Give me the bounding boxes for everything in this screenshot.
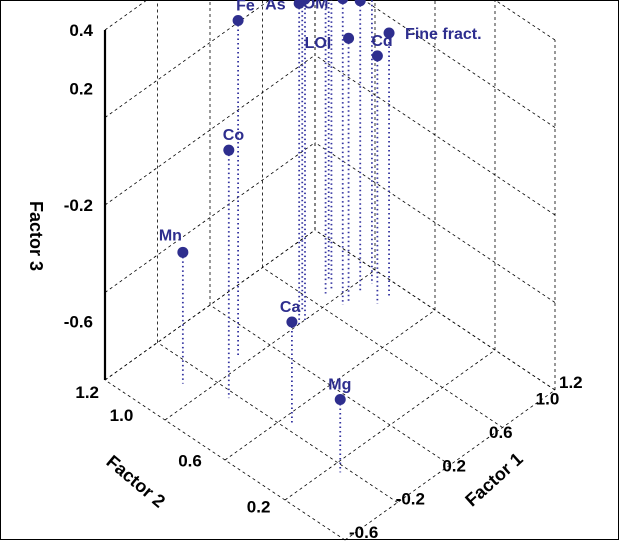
point-label-fe: Fe — [236, 0, 255, 15]
x-tick-label: -0.6 — [349, 523, 378, 542]
floor-gridline — [157, 342, 398, 503]
data-points — [177, 0, 395, 405]
point-label-co: Co — [223, 127, 245, 144]
point-label-loi: LOI — [305, 35, 332, 52]
point-label-as: As — [265, 0, 286, 13]
back-wall-gridline — [104, 0, 271, 118]
point-al — [354, 0, 366, 7]
point-label-fine-fract-: Fine fract. — [405, 26, 481, 43]
floor-gridline — [164, 269, 376, 421]
point-mg — [334, 393, 346, 405]
tick-labels: -0.6-0.20.20.4-0.20.20.61.01.2-0.6-0.20.… — [64, 21, 583, 542]
x-tick-label: 0.6 — [489, 423, 513, 442]
point-fine-fract- — [383, 27, 395, 39]
z-tick-label: -0.2 — [64, 196, 93, 215]
point-label-cd: Cd — [371, 33, 392, 50]
y-tick-label: 1.0 — [110, 406, 134, 425]
x-tick-label: -0.2 — [396, 490, 425, 509]
point-label-ca: Ca — [280, 299, 301, 316]
back-wall-gridline — [104, 0, 148, 31]
side-wall-gridline — [494, 0, 556, 41]
y-axis-title: Factor 2 — [103, 451, 170, 511]
point-co — [223, 144, 235, 156]
back-wall-gridline — [104, 54, 316, 206]
x-tick-label: 0.2 — [442, 456, 466, 475]
floor-gridline — [262, 267, 503, 428]
back-wall-gridline — [104, 142, 316, 293]
grid-lines — [104, 0, 556, 541]
drop-lines — [181, 0, 390, 473]
point-labels: FeCoMnCaMgAsZnNiCuPbCrOMAlKLOICdFine fra… — [159, 0, 482, 393]
point-fe — [232, 15, 244, 27]
y-tick-label: 1.2 — [75, 383, 99, 402]
point-label-mg: Mg — [328, 376, 351, 393]
point-zn — [299, 0, 311, 5]
point-cd — [371, 50, 383, 62]
point-label-om: OM — [303, 0, 329, 13]
floor-gridline — [284, 349, 496, 501]
side-wall-gridline — [363, 0, 556, 128]
point-om — [337, 0, 349, 5]
point-loi — [343, 32, 355, 44]
x-axis-title: Factor 1 — [461, 449, 526, 511]
floor-gridline — [209, 304, 451, 466]
point-mn — [177, 246, 189, 258]
x-tick-label: 1.2 — [559, 373, 583, 392]
side-wall-gridline — [314, 54, 556, 216]
x-tick-label: 1.0 — [536, 390, 560, 409]
side-wall-gridline — [314, 142, 556, 303]
floor-gridline — [224, 309, 436, 461]
back-wall-gridline — [104, 229, 316, 381]
z-tick-label: 0.2 — [69, 79, 93, 98]
point-ca — [286, 316, 298, 328]
z-axis-title: Factor 3 — [26, 201, 46, 271]
y-tick-label: 0.6 — [178, 452, 202, 471]
z-tick-label: -0.6 — [64, 313, 93, 332]
z-tick-label: 0.4 — [69, 21, 93, 40]
point-label-mn: Mn — [159, 227, 182, 244]
y-tick-label: 0.2 — [247, 497, 271, 516]
floor-gridline — [344, 389, 556, 541]
